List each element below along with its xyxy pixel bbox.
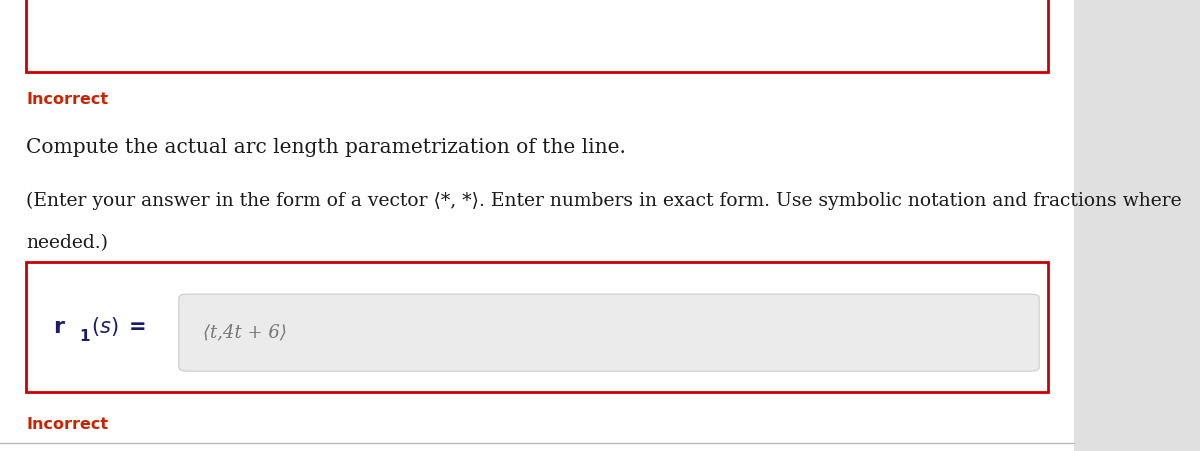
- Text: $\mathbf{r}$: $\mathbf{r}$: [53, 317, 66, 337]
- Bar: [26, 262, 1048, 392]
- Text: Incorrect: Incorrect: [26, 92, 108, 107]
- Text: (Enter your answer in the form of a vector ⟨*, *⟩. Enter numbers in exact form. : (Enter your answer in the form of a vect…: [26, 192, 1182, 210]
- Text: ⟨t,4t + 6⟩: ⟨t,4t + 6⟩: [203, 324, 287, 341]
- Bar: [1074, 0, 1200, 451]
- Bar: [0, 0, 1074, 451]
- Text: Compute the actual arc length parametrization of the line.: Compute the actual arc length parametriz…: [26, 138, 626, 156]
- Text: $\mathbf{1}$: $\mathbf{1}$: [79, 328, 91, 344]
- Text: needed.): needed.): [26, 235, 108, 253]
- Text: Incorrect: Incorrect: [26, 417, 108, 432]
- Bar: [26, 0, 1048, 72]
- FancyBboxPatch shape: [179, 294, 1039, 371]
- Text: $\mathit{(s)}$ $\mathbf{=}$: $\mathit{(s)}$ $\mathbf{=}$: [91, 316, 146, 338]
